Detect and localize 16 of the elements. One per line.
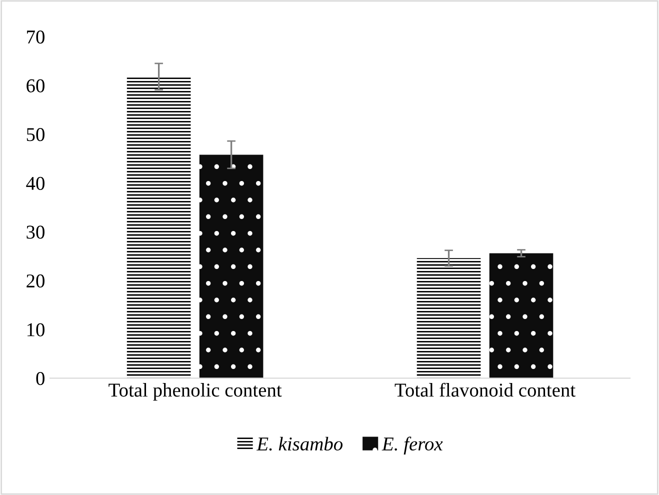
y-tick-label: 70 bbox=[27, 30, 44, 44]
x-tick-label: Total flavonoid content bbox=[394, 382, 576, 397]
bar bbox=[199, 154, 264, 378]
y-tick-label: 50 bbox=[26, 128, 44, 142]
y-tick-label: 10 bbox=[27, 323, 44, 336]
legend-label: E. kisambo bbox=[256, 436, 343, 451]
y-tick-label: 60 bbox=[26, 79, 44, 92]
bar bbox=[416, 258, 481, 378]
bar bbox=[489, 253, 554, 378]
y-tick-label: 30 bbox=[26, 226, 44, 239]
y-tick-label: 0 bbox=[36, 372, 44, 386]
legend-label: E. ferox bbox=[382, 436, 443, 454]
y-tick-label: 40 bbox=[26, 176, 44, 190]
bar bbox=[126, 76, 191, 378]
y-tick-label: 20 bbox=[26, 274, 44, 288]
x-tick-label: Total phenolic content bbox=[108, 383, 282, 401]
